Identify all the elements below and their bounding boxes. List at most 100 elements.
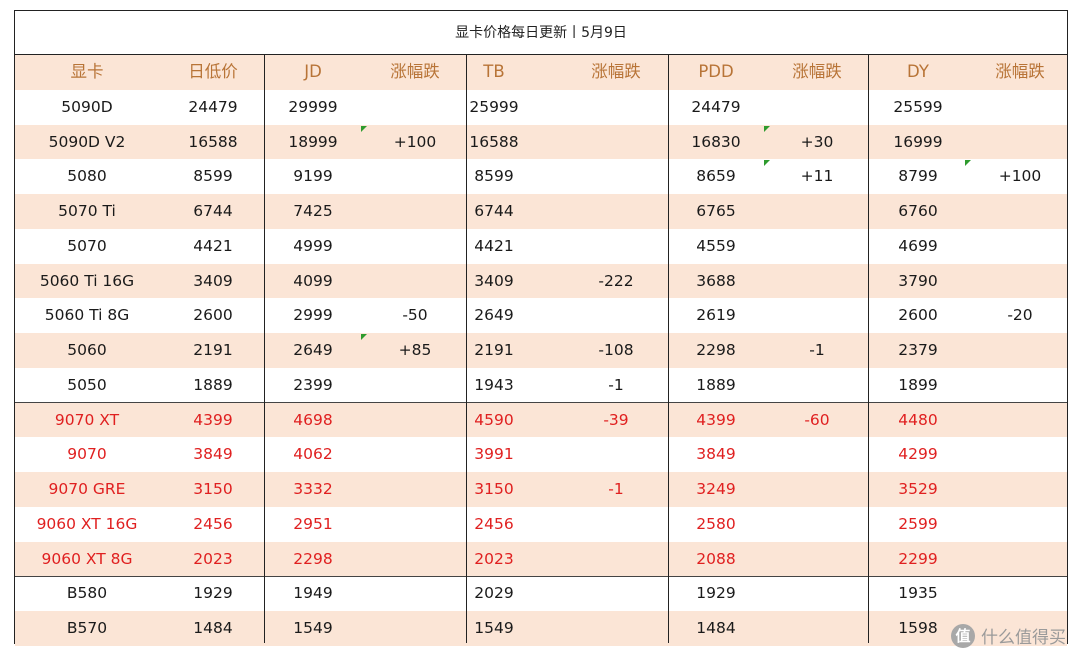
cell-dy-price: 2299 [898, 549, 938, 568]
cell-model: 5070 [67, 236, 107, 255]
cell-pdd-change: +11 [800, 167, 834, 186]
table-row: 5090D 24479 29999 25999 24479 25599 [15, 90, 1067, 125]
cell-tb-change [561, 125, 671, 160]
cell-dy-change [965, 194, 1075, 229]
cell-pdd-price: 2580 [696, 514, 736, 533]
cell-pdd-price: 3249 [696, 480, 736, 498]
cell-pdd-price: 1889 [696, 375, 736, 394]
cell-dy-change: +100 [998, 167, 1042, 186]
cell-tb-change [561, 542, 671, 577]
cell-tb-price: 1549 [474, 619, 514, 637]
cell-low-price: 2456 [193, 514, 233, 533]
cell-pdd-price: 2088 [696, 549, 736, 568]
cell-low-price: 6744 [193, 202, 233, 220]
cell-model: 9060 XT 8G [41, 549, 133, 568]
table-title: 显卡价格每日更新丨5月9日 [15, 11, 1067, 55]
cell-pdd-change [762, 368, 872, 403]
cell-jd-change: +100 [393, 132, 437, 151]
cell-low-price: 16588 [188, 132, 238, 151]
cell-low-price: 2191 [193, 341, 233, 359]
table-row: 9070 3849 4062 3991 3849 4299 [15, 437, 1067, 472]
table-row: 5070 Ti 6744 7425 6744 6765 6760 [15, 194, 1067, 229]
cell-pdd-change: -60 [804, 410, 830, 429]
cell-note-marker-icon [764, 160, 770, 167]
cell-tb-change: -108 [598, 341, 634, 359]
cell-jd-price: 4999 [293, 236, 333, 255]
cell-note-marker-icon [361, 334, 367, 340]
cell-tb-price: 2191 [474, 341, 514, 359]
cell-dy-change [965, 368, 1075, 403]
cell-dy-price: 6760 [898, 202, 938, 220]
cell-dy-price: 4299 [898, 445, 938, 464]
cell-pdd-change: +30 [800, 132, 834, 151]
watermark-logo-icon: 值 [951, 623, 975, 648]
cell-model: 5070 Ti [58, 202, 116, 220]
cell-dy-price: 3790 [898, 271, 938, 290]
cell-dy-price: 3529 [898, 480, 938, 498]
cell-pdd-change [762, 194, 872, 229]
cell-dy-price: 2600 [898, 306, 938, 325]
table-row: 5060 Ti 16G 3409 4099 3409 -222 3688 3790 [15, 263, 1067, 299]
cell-tb-change [561, 159, 671, 194]
cell-pdd-price: 1484 [696, 619, 736, 637]
cell-model: 5060 [67, 341, 107, 359]
table-row: 9070 GRE 3150 3332 3150 -1 3249 3529 [15, 472, 1067, 507]
cell-dy-change [965, 542, 1075, 577]
cell-low-price: 2600 [193, 306, 233, 325]
header-tb-change: 涨幅跌 [591, 62, 641, 81]
cell-tb-change [561, 298, 671, 333]
cell-tb-change [561, 194, 671, 229]
cell-model: 9070 GRE [48, 480, 126, 498]
cell-tb-change: -1 [608, 480, 624, 498]
column-divider [264, 55, 265, 643]
cell-tb-price: 2456 [474, 514, 514, 533]
cell-model: 5090D [61, 97, 113, 116]
cell-note-marker-icon [965, 160, 971, 167]
table-row: 9060 XT 8G 2023 2298 2023 2088 2299 [15, 541, 1067, 577]
cell-jd-price: 2649 [293, 341, 333, 359]
cell-model: B580 [66, 584, 108, 603]
cell-pdd-change [762, 542, 872, 577]
header-jd-price: JD [304, 62, 322, 81]
cell-dy-price: 4480 [898, 410, 938, 429]
header-tb-price: TB [483, 62, 505, 81]
cell-model: 9060 XT 16G [36, 514, 138, 533]
table-row: 5060 2191 2649 +85 2191 -108 2298 -1 2379 [15, 333, 1067, 368]
cell-tb-change [561, 90, 671, 125]
cell-model: 5090D V2 [48, 132, 126, 151]
cell-dy-price: 1598 [898, 619, 938, 637]
cell-pdd-change [762, 611, 872, 646]
cell-pdd-price: 2298 [696, 341, 736, 359]
watermark: 值 什么值得买 [951, 623, 1066, 648]
cell-tb-price: 1943 [474, 375, 514, 394]
cell-dy-change [965, 264, 1075, 299]
cell-jd-price: 9199 [293, 167, 333, 186]
cell-dy-price: 4699 [898, 236, 938, 255]
cell-model: 5080 [67, 167, 107, 186]
cell-tb-change: -1 [608, 375, 624, 394]
cell-jd-price: 18999 [288, 132, 338, 151]
cell-tb-change [561, 611, 671, 646]
cell-dy-change [965, 229, 1075, 264]
cell-low-price: 3150 [193, 480, 233, 498]
cell-dy-change [965, 125, 1075, 160]
cell-model: 5060 Ti 8G [44, 306, 130, 325]
cell-jd-price: 1949 [293, 584, 333, 603]
cell-dy-price: 2379 [898, 341, 938, 359]
cell-jd-price: 2951 [293, 514, 333, 533]
cell-pdd-price: 3849 [696, 445, 736, 464]
cell-jd-change: +85 [398, 341, 432, 359]
cell-pdd-price: 4559 [696, 236, 736, 255]
table-row: B570 1484 1549 1549 1484 1598 [15, 611, 1067, 646]
cell-model: 5050 [67, 375, 107, 394]
group-divider [15, 575, 1067, 577]
cell-jd-change: -50 [402, 306, 428, 325]
cell-pdd-price: 16830 [691, 132, 741, 151]
cell-low-price: 4421 [193, 236, 233, 255]
cell-model: 5060 Ti 16G [39, 271, 135, 290]
table-row: 9070 XT 4399 4698 4590 -39 4399 -60 4480 [15, 402, 1067, 438]
cell-pdd-change [762, 472, 872, 507]
cell-jd-price: 4698 [293, 410, 333, 429]
cell-tb-price: 2649 [474, 306, 514, 325]
cell-low-price: 1889 [193, 375, 233, 394]
